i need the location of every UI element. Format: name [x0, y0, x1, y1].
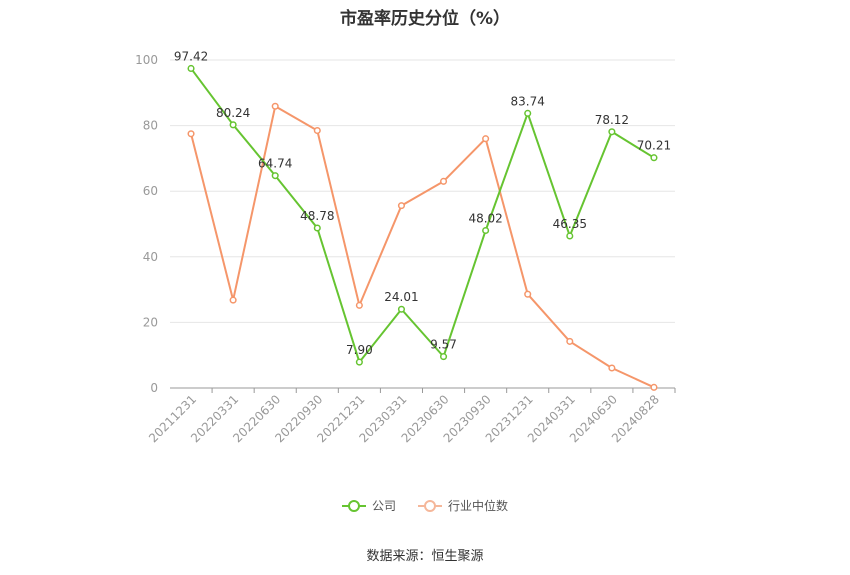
data-label: 70.21 [637, 139, 671, 153]
data-point-company [271, 172, 279, 180]
data-label: 48.02 [468, 211, 502, 225]
legend-label-company: 公司 [371, 499, 396, 513]
data-point-industry-median [650, 383, 658, 391]
data-point-company [524, 109, 532, 117]
data-point-company [355, 358, 363, 366]
data-point-company [313, 224, 321, 232]
data-point-industry-median [313, 126, 321, 135]
data-label: 64.74 [258, 157, 292, 171]
data-label: 7.90 [346, 343, 373, 357]
legend-item-company[interactable]: 公司 [341, 497, 396, 514]
y-tick-label: 80 [143, 119, 158, 133]
data-point-industry-median [439, 177, 448, 185]
data-label: 24.01 [384, 290, 418, 304]
data-label: 9.57 [430, 338, 457, 352]
data-point-company [187, 64, 195, 73]
data-point-industry-median [608, 364, 616, 372]
data-point-industry-median [397, 202, 406, 210]
data-point-company [608, 128, 616, 136]
data-point-industry-median [187, 130, 195, 138]
series-line-industry-median [190, 105, 655, 389]
chart-legend: 公司 行业中位数 [0, 497, 850, 514]
legend-swatch-company [341, 499, 366, 512]
data-point-company [229, 121, 237, 129]
data-point-industry-median [229, 296, 237, 304]
data-point-industry-median [566, 337, 574, 345]
legend-item-industry-median[interactable]: 行业中位数 [418, 497, 508, 514]
data-point-company [566, 232, 574, 240]
data-point-company [650, 154, 658, 162]
data-label: 48.78 [300, 209, 334, 223]
series-line-company [190, 67, 655, 364]
data-label: 78.12 [595, 113, 629, 127]
legend-swatch-industry-median [418, 499, 442, 512]
y-tick-label: 20 [143, 315, 158, 329]
legend-label-industry-median: 行业中位数 [448, 499, 509, 513]
data-label: 46.35 [553, 217, 587, 231]
y-tick-label: 100 [135, 53, 158, 67]
data-point-company [482, 226, 490, 235]
chart-title: 市盈率历史分位（%） [339, 9, 511, 29]
y-tick-label: 60 [143, 184, 158, 198]
y-tick-label: 0 [150, 381, 158, 395]
line-chart: 0204060801002021123120220331202206302022… [135, 49, 676, 445]
data-point-company [397, 305, 406, 313]
data-point-company [439, 353, 448, 361]
data-source: 数据来源：恒生聚源 [366, 549, 484, 564]
data-point-industry-median [271, 102, 279, 110]
data-label: 80.24 [216, 106, 250, 120]
data-label: 97.42 [174, 49, 208, 63]
data-point-industry-median [355, 301, 363, 309]
data-point-industry-median [482, 135, 490, 143]
data-label: 83.74 [511, 94, 545, 108]
data-point-industry-median [524, 290, 532, 298]
y-tick-label: 40 [143, 250, 158, 264]
